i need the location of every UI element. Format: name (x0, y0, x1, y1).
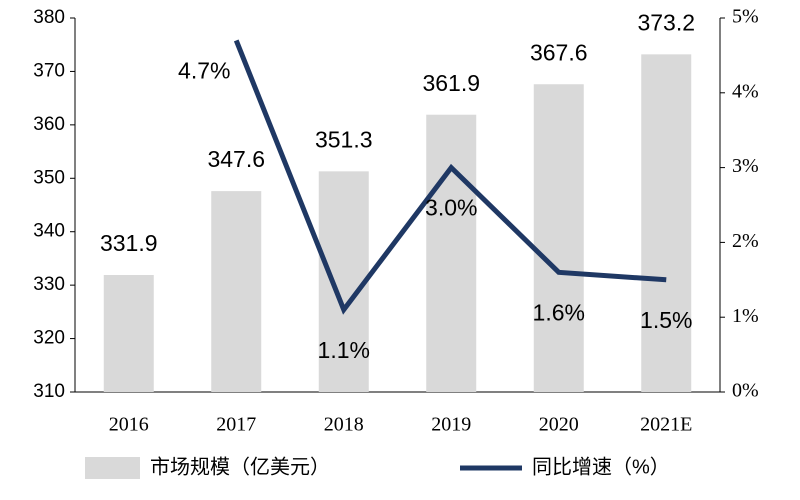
y-tick-label: 370 (33, 60, 65, 81)
x-tick-label: 2017 (216, 414, 256, 436)
bar (426, 114, 477, 392)
y2-tick-label: 5% (732, 6, 759, 28)
y-tick-label: 350 (33, 167, 65, 188)
bar-value-label: 347.6 (207, 146, 265, 172)
y2-tick-label: 0% (732, 380, 759, 402)
bar (103, 274, 154, 392)
bar (533, 84, 584, 392)
bar (211, 191, 262, 392)
legend-label: 同比增速（%） (532, 455, 670, 478)
y-tick-label: 380 (33, 7, 65, 28)
bar (318, 171, 369, 392)
y-tick-label: 340 (33, 221, 65, 242)
y-tick-label: 330 (33, 274, 65, 295)
y-tick-label: 320 (33, 328, 65, 349)
line-value-label: 1.1% (318, 337, 370, 363)
bar (641, 54, 692, 393)
bar-value-label: 373.2 (637, 9, 695, 35)
x-tick-label: 2020 (539, 414, 579, 436)
line-value-label: 1.5% (640, 307, 692, 333)
line-value-label: 4.7% (178, 58, 230, 84)
bar-value-label: 351.3 (315, 126, 373, 152)
legend-label: 市场规模（亿美元） (150, 455, 330, 478)
y-tick-label: 360 (33, 114, 65, 135)
bar-value-label: 367.6 (530, 39, 588, 65)
y-tick-label: 310 (33, 381, 65, 402)
y2-tick-label: 3% (732, 155, 759, 177)
bar-value-label: 331.9 (100, 230, 158, 256)
y2-tick-label: 2% (732, 230, 759, 252)
x-tick-label: 2016 (109, 414, 149, 436)
legend-swatch (85, 457, 140, 479)
line-value-label: 1.6% (533, 299, 585, 325)
y2-tick-label: 1% (732, 305, 759, 327)
x-tick-label: 2019 (431, 414, 471, 436)
x-tick-label: 2018 (324, 414, 364, 436)
y2-tick-label: 4% (732, 80, 759, 102)
bar-value-label: 361.9 (422, 70, 480, 96)
x-tick-label: 2021E (640, 414, 692, 436)
line-value-label: 3.0% (425, 195, 477, 221)
line (233, 39, 667, 315)
